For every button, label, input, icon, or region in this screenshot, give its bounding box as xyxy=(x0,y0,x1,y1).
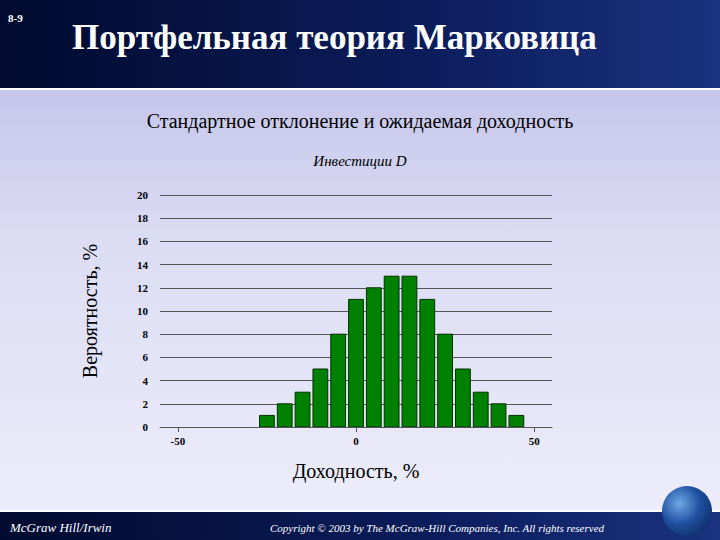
svg-text:-50: -50 xyxy=(170,435,185,447)
svg-text:10: 10 xyxy=(137,305,149,317)
html-text:Стандартное отклонение и ожида: Стандартное отклонение и ожидаемая доход… xyxy=(146,110,574,132)
html-text:Портфельная теория Марковица: Портфельная теория Марковица xyxy=(72,18,597,57)
svg-text:18: 18 xyxy=(137,212,149,224)
svg-text:14: 14 xyxy=(137,259,149,271)
svg-text:6: 6 xyxy=(143,351,149,363)
svg-text:0: 0 xyxy=(143,421,149,433)
svg-text:16: 16 xyxy=(137,235,149,247)
html-text:McGraw Hill/Irwin: McGraw Hill/Irwin xyxy=(10,520,112,535)
svg-text:8: 8 xyxy=(143,328,149,340)
html-text:Copyright © 2003 by The McGraw: Copyright © 2003 by The McGraw-Hill Comp… xyxy=(270,522,605,534)
svg-text:0: 0 xyxy=(353,435,359,447)
svg-text:Вероятность, %: Вероятность, % xyxy=(79,244,102,378)
svg-text:2: 2 xyxy=(143,398,149,410)
html-text:8-9: 8-9 xyxy=(8,12,23,24)
svg-text:20: 20 xyxy=(137,189,149,201)
svg-text:4: 4 xyxy=(143,375,149,387)
svg-text:50: 50 xyxy=(529,435,541,447)
svg-text:12: 12 xyxy=(137,282,149,294)
svg-text:Инвестиции D: Инвестиции D xyxy=(312,153,406,169)
svg-text:Доходность, %: Доходность, % xyxy=(293,460,420,483)
